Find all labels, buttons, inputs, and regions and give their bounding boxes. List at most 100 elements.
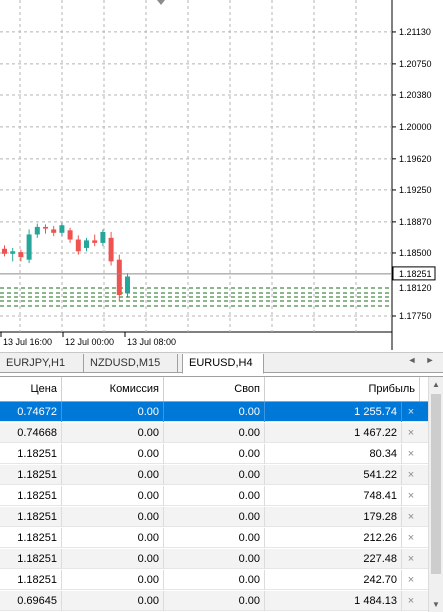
candle-body: [92, 240, 98, 243]
tab-label: NZDUSD,M15: [90, 357, 161, 369]
time-tick-label: 13 Jul 16:00: [3, 337, 52, 347]
price-cell: 1.18251: [0, 528, 62, 548]
price-cell: 1.18251: [0, 570, 62, 590]
table-row[interactable]: 1.18251 0.00 0.00 227.48 ×: [0, 549, 428, 569]
price-tick-label: 1.18500: [399, 248, 432, 258]
column-header-swap[interactable]: Своп: [164, 377, 265, 401]
current-price-tag: [392, 266, 436, 281]
table-row[interactable]: 1.18251 0.00 0.00 212.26 ×: [0, 528, 428, 548]
close-position-icon[interactable]: ×: [407, 574, 415, 586]
table-row[interactable]: 0.69645 0.00 0.00 1 484.13 ×: [0, 591, 428, 611]
column-header-profit[interactable]: Прибыль: [265, 377, 420, 401]
close-position-icon[interactable]: ×: [407, 448, 415, 460]
candle-body: [2, 248, 7, 254]
swap-cell: 0.00: [164, 549, 265, 569]
price-chart[interactable]: 1.21130 1.20750 1.20380 1.20000 1.19620 1.192…: [0, 0, 443, 350]
table-header: Цена Комиссия Своп Прибыль: [0, 377, 428, 402]
tab-eurjpy-h1[interactable]: EURJPY,H1: [0, 354, 84, 372]
commission-cell: 0.00: [62, 465, 164, 485]
vertical-scrollbar[interactable]: ▲ ▼: [428, 377, 443, 612]
profit-cell: 212.26: [265, 528, 402, 548]
swap-cell: 0.00: [164, 444, 265, 464]
scroll-thumb[interactable]: [431, 394, 441, 574]
table-row[interactable]: 0.74672 0.00 0.00 1 255.74 ×: [0, 402, 428, 422]
time-tick-label: 12 Jul 00:00: [65, 337, 114, 347]
price-cell: 1.18251: [0, 549, 62, 569]
scroll-down-icon[interactable]: ▼: [432, 600, 440, 609]
price-tick-label: 1.19250: [399, 185, 432, 195]
swap-cell: 0.00: [164, 486, 265, 506]
candle-body: [84, 240, 89, 248]
commission-cell: 0.00: [62, 423, 164, 443]
commission-cell: 0.00: [62, 528, 164, 548]
price-cell: 0.69645: [0, 591, 62, 611]
candle-body: [125, 276, 130, 294]
swap-cell: 0.00: [164, 591, 265, 611]
price-tick-label: 1.20750: [399, 59, 432, 69]
tab-scroll-right-icon[interactable]: ►: [425, 355, 435, 365]
commission-cell: 0.00: [62, 591, 164, 611]
profit-cell: 748.41: [265, 486, 402, 506]
column-header-price[interactable]: Цена: [0, 377, 62, 401]
profit-cell: 1 255.74: [265, 402, 402, 422]
table-row[interactable]: 1.18251 0.00 0.00 541.22 ×: [0, 465, 428, 485]
scroll-up-icon[interactable]: ▲: [432, 380, 440, 389]
profit-cell: 80.34: [265, 444, 402, 464]
tab-eurusd-h4[interactable]: EURUSD,H4: [182, 354, 264, 374]
close-position-icon[interactable]: ×: [407, 595, 415, 607]
profit-cell: 1 484.13: [265, 591, 402, 611]
swap-cell: 0.00: [164, 528, 265, 548]
chart-canvas[interactable]: 1.21130 1.20750 1.20380 1.20000 1.19620 1.192…: [0, 0, 443, 350]
close-position-icon[interactable]: ×: [407, 490, 415, 502]
price-tick-label: 1.18120: [399, 283, 432, 293]
swap-cell: 0.00: [164, 423, 265, 443]
chart-tab-bar: EURJPY,H1 NZDUSD,M15 EURUSD,H4 ◄ ►: [0, 352, 443, 374]
price-cell: 1.18251: [0, 465, 62, 485]
current-price-label: 1.18251: [399, 269, 432, 279]
table-row[interactable]: 1.18251 0.00 0.00 748.41 ×: [0, 486, 428, 506]
table-row[interactable]: 1.18251 0.00 0.00 179.28 ×: [0, 507, 428, 527]
price-tick-label: 1.19620: [399, 154, 432, 164]
tab-nzdusd-m15[interactable]: NZDUSD,M15: [84, 354, 178, 372]
time-tick-label: 13 Jul 08:00: [127, 337, 176, 347]
column-header-commission[interactable]: Комиссия: [62, 377, 164, 401]
close-position-icon[interactable]: ×: [407, 532, 415, 544]
candle-body: [51, 229, 57, 233]
close-position-icon[interactable]: ×: [407, 406, 415, 418]
price-cell: 1.18251: [0, 486, 62, 506]
profit-cell: 1 467.22: [265, 423, 402, 443]
tab-label: EURJPY,H1: [6, 357, 66, 369]
price-cell: 0.74668: [0, 423, 62, 443]
table-row[interactable]: 1.18251 0.00 0.00 242.70 ×: [0, 570, 428, 590]
candle-body: [34, 226, 40, 235]
close-position-icon[interactable]: ×: [407, 427, 415, 439]
table-row[interactable]: 0.74668 0.00 0.00 1 467.22 ×: [0, 423, 428, 443]
swap-cell: 0.00: [164, 402, 265, 422]
close-position-icon[interactable]: ×: [407, 553, 415, 565]
commission-cell: 0.00: [62, 402, 164, 422]
swap-cell: 0.00: [164, 507, 265, 527]
price-tick-label: 1.17750: [399, 311, 432, 321]
profit-cell: 227.48: [265, 549, 402, 569]
profit-cell: 179.28: [265, 507, 402, 527]
price-tick-label: 1.21130: [399, 27, 431, 37]
close-position-icon[interactable]: ×: [407, 469, 415, 481]
candle-body: [59, 225, 65, 233]
tab-label: EURUSD,H4: [189, 357, 253, 369]
commission-cell: 0.00: [62, 486, 164, 506]
profit-cell: 242.70: [265, 570, 402, 590]
price-tick-label: 1.20380: [399, 90, 432, 100]
candle-body: [116, 259, 122, 295]
commission-cell: 0.00: [62, 444, 164, 464]
candle-body: [18, 252, 24, 258]
table-row[interactable]: 1.18251 0.00 0.00 80.34 ×: [0, 444, 428, 464]
candle-body: [100, 231, 106, 243]
swap-cell: 0.00: [164, 465, 265, 485]
candle-body: [67, 230, 73, 240]
price-tick-label: 1.20000: [399, 122, 432, 132]
price-cell: 0.74672: [0, 402, 62, 422]
tab-scroll-left-icon[interactable]: ◄: [407, 355, 417, 365]
close-position-icon[interactable]: ×: [407, 511, 415, 523]
profit-cell: 541.22: [265, 465, 402, 485]
positions-table: Цена Комиссия Своп Прибыль 0.74672 0.00 0.…: [0, 376, 443, 612]
